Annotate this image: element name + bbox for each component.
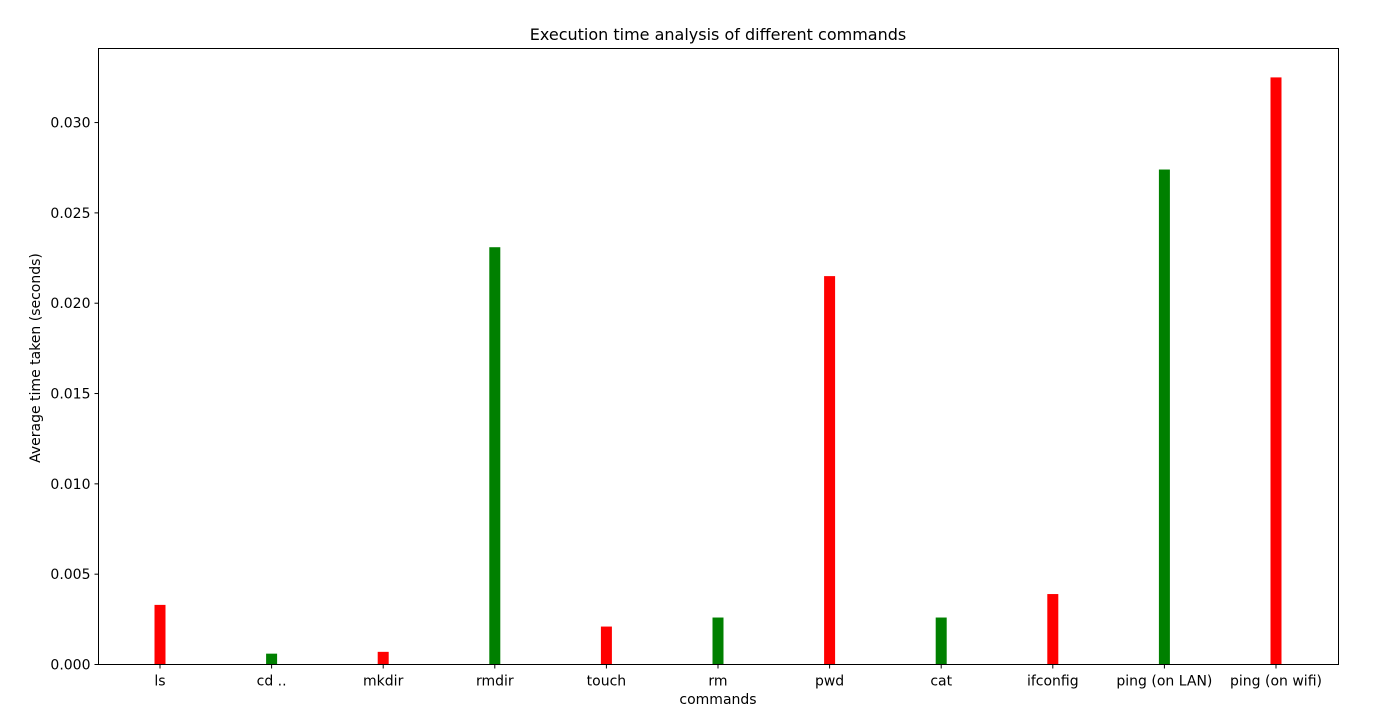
x-axis-label: commands [679,692,756,708]
x-tick-label: ping (on wifi) [1230,674,1322,690]
x-tick-label: ping (on LAN) [1116,674,1212,690]
x-tick-label: ls [154,674,165,690]
y-tick-label: 0.000 [50,658,90,674]
x-tick-label: rmdir [476,674,514,690]
x-tick-label: mkdir [363,674,404,690]
x-tick-label: cat [930,674,952,690]
y-tick-label: 0.025 [50,206,90,222]
x-axis: ls cd .. mkdir rmdir touch rm pwd cat ifconfig pi… [154,664,1322,690]
bar-mkdir [377,651,389,665]
bar-rm [712,617,724,665]
bar-rmdir [489,247,501,665]
y-tick-label: 0.015 [50,387,90,403]
bar-cd [266,653,278,665]
bar-ls [154,604,166,665]
x-tick-label: ifconfig [1027,674,1079,690]
bar-touch [600,626,612,665]
y-tick-label: 0.005 [50,567,90,583]
bar-pwd [824,276,836,665]
y-tick-label: 0.010 [50,477,90,493]
plot-frame [98,48,1339,665]
bar-ping-on-wifi [1270,77,1282,665]
x-tick-label: cd .. [257,674,287,690]
y-axis: 0.000 0.005 0.010 0.015 0.020 0.025 0.030 [50,116,99,674]
x-tick-label: pwd [815,674,844,690]
bars-layer [154,77,1282,665]
x-tick-label: touch [587,674,627,690]
chart-title: Execution time analysis of different com… [530,25,906,44]
x-tick-label: rm [708,674,727,690]
y-axis-label: Average time taken (seconds) [28,253,44,463]
bar-cat [935,617,947,665]
y-tick-label: 0.020 [50,296,90,312]
bar-ifconfig [1047,594,1059,665]
bar-ping-on-lan [1158,169,1170,665]
y-tick-label: 0.030 [50,116,90,132]
